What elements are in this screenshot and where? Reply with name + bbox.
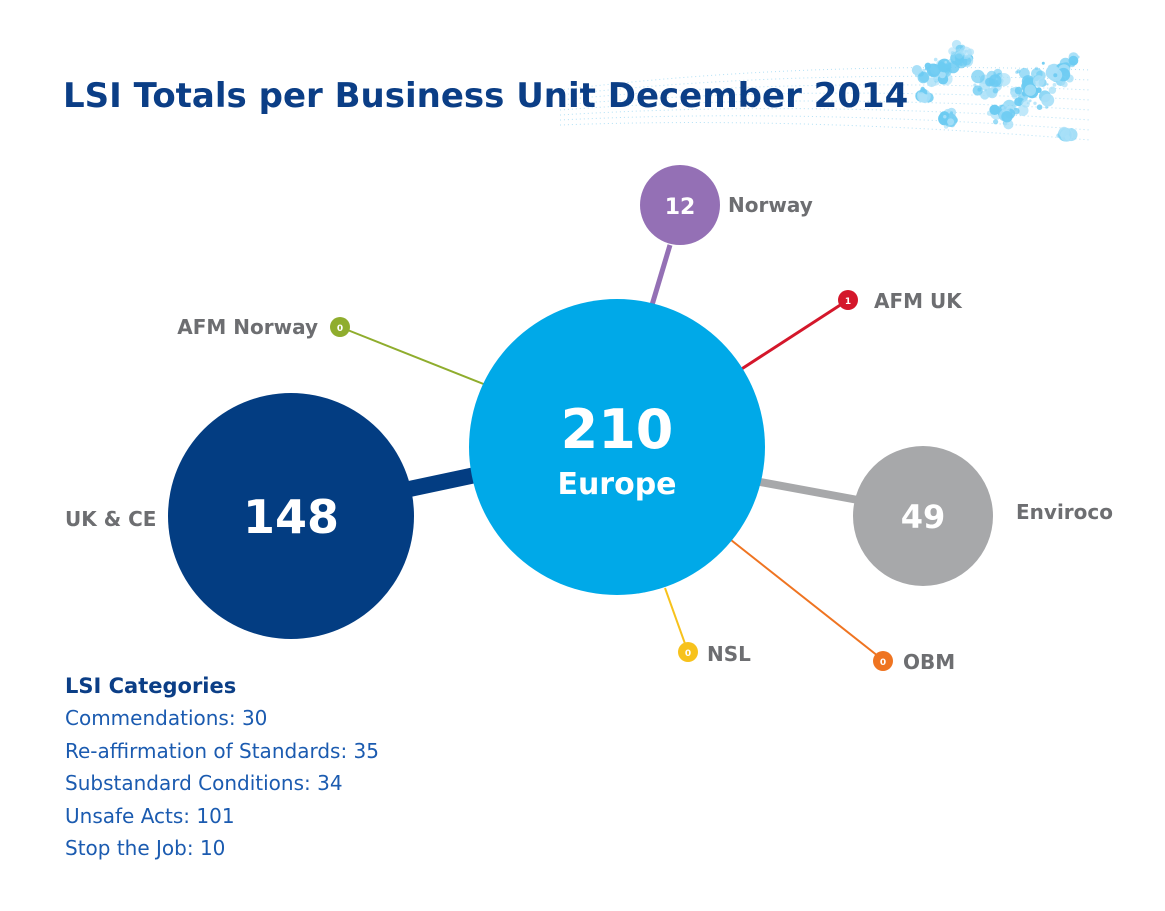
lsi-categories-legend: LSI Categories Commendations: 30 Re-affi… (65, 670, 379, 865)
map-dot (922, 68, 926, 73)
map-dot (946, 67, 951, 72)
map-dot (989, 104, 1000, 116)
map-dot (920, 86, 925, 92)
map-dot (944, 60, 947, 64)
map-dot (1001, 111, 1013, 123)
connector-norway (649, 244, 673, 306)
map-trail (559, 100, 1091, 111)
map-dot (1034, 73, 1037, 76)
value-afm-norway: 0 (337, 324, 343, 334)
map-dot (1024, 84, 1037, 96)
map-dot (918, 93, 928, 102)
connector-obm (730, 539, 884, 661)
world-map-graphic (559, 39, 1091, 142)
legend-item-stop-the-job: Stop the Job: 10 (65, 836, 226, 860)
label-obm: OBM (903, 650, 955, 674)
legend-item-unsafe-acts: Unsafe Acts: 101 (65, 803, 235, 828)
value-obm: 0 (880, 658, 886, 668)
connector-afm-norway (339, 326, 487, 386)
map-dot (926, 63, 941, 78)
map-dot (971, 69, 985, 84)
label-afm-norway: AFM Norway (177, 315, 318, 339)
bubble-norway (640, 165, 720, 245)
map-dot (935, 81, 940, 86)
map-dot (1019, 67, 1030, 79)
value-nsl: 0 (685, 649, 691, 659)
map-trail (559, 108, 1091, 121)
map-trail (559, 67, 1091, 91)
connector-uk-ce (398, 466, 482, 499)
bubble-obm (873, 651, 893, 671)
connector-afm-uk (739, 298, 849, 372)
hub-value: 210 (561, 398, 674, 461)
map-dot (943, 115, 947, 119)
map-dot (938, 71, 946, 79)
map-dot (989, 79, 996, 86)
legend-item-substandard-conditions: Substandard Conditions: 34 (65, 771, 343, 795)
bubble-enviroco (853, 446, 993, 586)
map-dot (1061, 81, 1068, 88)
map-trail (559, 84, 1091, 101)
map-dot (917, 71, 929, 84)
label-enviroco: Enviroco (1016, 500, 1113, 524)
map-dot (992, 87, 999, 94)
map-dot (1033, 101, 1037, 106)
label-uk-ce: UK & CE (65, 507, 156, 531)
label-norway: Norway (728, 193, 813, 217)
value-enviroco: 49 (901, 498, 946, 536)
label-afm-uk: AFM UK (874, 289, 963, 313)
map-dot (1021, 99, 1030, 108)
map-trail (559, 122, 1091, 141)
map-dot (1036, 104, 1043, 110)
map-dot (993, 119, 999, 125)
label-nsl: NSL (707, 642, 751, 666)
map-dot (954, 53, 963, 62)
hub-label: Europe (557, 467, 676, 502)
map-dot (1058, 126, 1070, 138)
page-title: LSI Totals per Business Unit December 20… (63, 76, 908, 116)
value-afm-uk: 1 (845, 297, 851, 307)
value-uk-ce: 148 (243, 490, 339, 544)
bubble-afm-uk (838, 290, 858, 310)
map-dot (947, 118, 955, 126)
map-dot (1052, 83, 1057, 87)
map-dot (1033, 75, 1045, 87)
map-dot (1017, 105, 1029, 116)
map-trail (559, 75, 1091, 96)
legend-title: LSI Categories (65, 674, 237, 698)
value-norway: 12 (665, 195, 696, 220)
bubble-nsl (678, 642, 698, 662)
map-dot (1046, 83, 1049, 86)
map-dot (933, 57, 938, 62)
map-dot (977, 87, 982, 92)
map-dot (1014, 86, 1023, 95)
map-trail (559, 92, 1091, 106)
legend-item-commendations: Commendations: 30 (65, 706, 268, 730)
map-trail (559, 115, 1091, 131)
map-dot (1068, 55, 1079, 66)
bubble-uk-ce (168, 393, 414, 639)
map-dot (911, 65, 923, 76)
map-dot (1053, 73, 1058, 78)
map-dot (1041, 61, 1045, 65)
map-dot (1076, 55, 1080, 59)
map-dot (1048, 86, 1057, 94)
map-dot (1041, 93, 1055, 107)
map-dot (1012, 94, 1018, 100)
connector-nsl (664, 587, 689, 653)
map-dot (948, 47, 956, 56)
map-dot (933, 75, 940, 82)
legend-item-reaffirmation: Re-affirmation of Standards: 35 (65, 738, 379, 763)
bubble-europe-hub (469, 299, 765, 595)
connector-enviroco (759, 478, 859, 504)
bubble-afm-norway (330, 317, 350, 337)
